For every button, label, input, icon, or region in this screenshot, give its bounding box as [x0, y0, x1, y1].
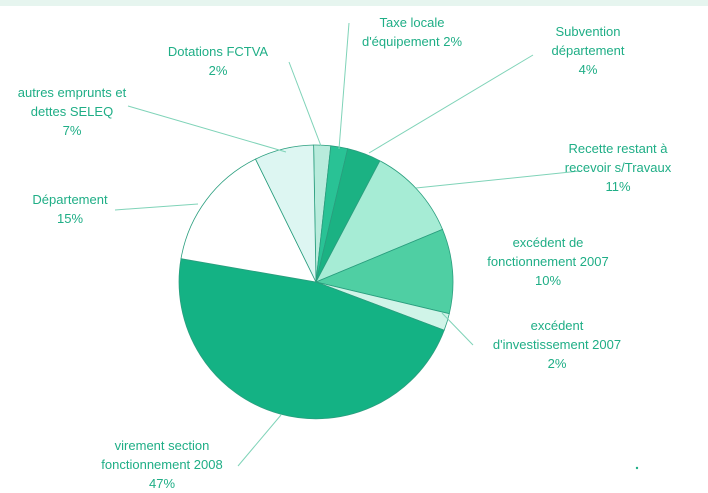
- slice-label-line: 47%: [148, 476, 176, 491]
- slice-label-line: 15%: [56, 211, 84, 226]
- top-edge-strip: [0, 0, 708, 6]
- slice-label-line: département: [551, 43, 625, 58]
- leader-line-7: [237, 414, 282, 467]
- slice-label-8: Département 15%: [32, 190, 107, 228]
- slice-label-line: d'investissement 2007: [492, 337, 622, 352]
- slice-label-line: virement section: [114, 438, 210, 453]
- slice-label-line: excédent: [530, 318, 584, 333]
- slice-label-line: excédent de: [512, 235, 584, 250]
- slice-label-line: Recette restant à: [568, 141, 668, 156]
- slice-label-2: Taxe locale d'équipement 2%: [362, 13, 462, 51]
- slice-label-line: fonctionnement 2008: [101, 457, 223, 472]
- slice-label-line: fonctionnement 2007: [487, 254, 609, 269]
- slice-label-line: Taxe locale: [379, 15, 445, 30]
- slice-label-3: Subvention département 4%: [552, 22, 625, 79]
- stray-dot-mark: [635, 466, 639, 470]
- slice-label-7: virement section fonctionnement 2008 47%: [101, 436, 222, 493]
- slice-label-1: Dotations FCTVA 2%: [168, 42, 268, 80]
- slice-label-6: excédent d'investissement 2007 2%: [493, 316, 621, 373]
- leader-line-3: [368, 54, 534, 154]
- slice-label-line: recevoir s/Travaux: [564, 160, 672, 175]
- pie-slice-9: [254, 144, 317, 283]
- slice-label-line: 7%: [62, 123, 82, 138]
- slice-label-line: Dotations FCTVA: [167, 44, 269, 59]
- slice-label-line: Subvention: [555, 24, 621, 39]
- leader-line-9: [127, 105, 287, 153]
- pie-slice-7: [178, 258, 445, 420]
- leader-line-4: [415, 170, 581, 189]
- slice-label-line: autres emprunts et: [17, 85, 127, 100]
- leader-line-2: [338, 22, 350, 150]
- slice-label-line: 11%: [605, 179, 631, 194]
- leader-line-1: [288, 61, 322, 147]
- slice-label-line: 2%: [547, 356, 567, 371]
- slice-label-line: d'équipement 2%: [361, 34, 463, 49]
- pie-slice-4: [315, 160, 444, 283]
- leader-line-8: [114, 203, 199, 211]
- pie-slice-8: [180, 158, 317, 283]
- slice-label-9: autres emprunts et dettes SELEQ 7%: [18, 83, 126, 140]
- slice-label-line: dettes SELEQ: [30, 104, 114, 119]
- slice-label-4: Recette restant à recevoir s/Travaux 11%: [565, 139, 671, 196]
- pie-slice-5: [314, 228, 454, 315]
- slice-label-line: 4%: [578, 62, 598, 77]
- slice-label-line: 10%: [534, 273, 562, 288]
- slice-label-line: 2%: [208, 63, 228, 78]
- slice-label-5: excédent de fonctionnement 2007 10%: [487, 233, 608, 290]
- leader-line-6: [441, 312, 474, 346]
- slice-label-line: Département: [32, 192, 108, 207]
